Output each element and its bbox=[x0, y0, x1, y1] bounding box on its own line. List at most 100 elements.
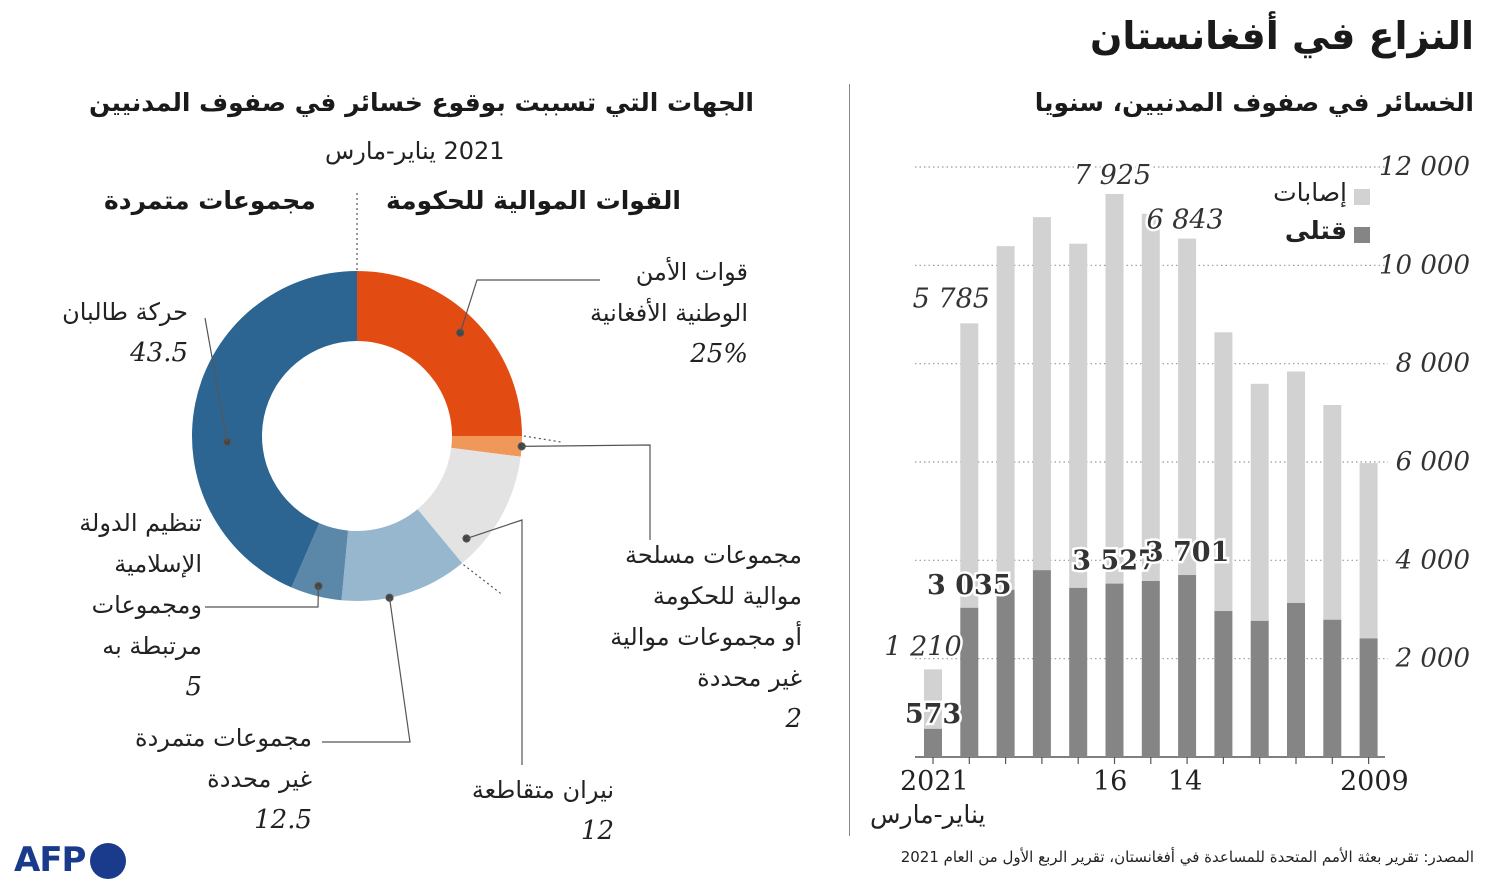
leader-undetermined-insurgents bbox=[322, 597, 411, 743]
group-separator bbox=[463, 564, 503, 596]
slice-label-line: ومجموعات bbox=[91, 591, 202, 619]
slice-label-line: غير محددة bbox=[207, 765, 312, 793]
panel-divider bbox=[849, 84, 850, 836]
afp-logo-text: AFP bbox=[14, 840, 86, 880]
x-label-jan-mar: يناير-مارس bbox=[870, 800, 986, 829]
donut-slice-islamic-state bbox=[291, 523, 349, 601]
slice-label-undetermined-insurgents: مجموعات متمردة غير محددة 12.5 bbox=[92, 718, 312, 841]
data-label-injured: 5 785 bbox=[913, 283, 990, 314]
bar-injured bbox=[1214, 332, 1233, 612]
legend: إصابات قتلى bbox=[1255, 178, 1375, 250]
x-label-2021: 2021 bbox=[900, 766, 969, 797]
afp-logo-circle-icon bbox=[90, 843, 126, 879]
donut-chart bbox=[192, 193, 651, 765]
data-label-killed: 3 701 bbox=[1145, 537, 1230, 568]
slice-value: 43.5 bbox=[130, 338, 188, 368]
leader-islamic-state bbox=[205, 586, 320, 608]
slice-value: 12.5 bbox=[254, 805, 312, 835]
slice-label-line: مرتبطة به bbox=[102, 632, 202, 660]
slice-value: 25% bbox=[690, 339, 748, 369]
slice-label-line: مجموعات مسلحة bbox=[624, 541, 802, 569]
bar-killed bbox=[1105, 583, 1124, 757]
data-label-killed: 3 527 bbox=[1072, 546, 1157, 577]
slice-label-islamic-state: تنظيم الدولة الإسلامية ومجموعات مرتبطة ب… bbox=[22, 503, 202, 708]
slice-value: 2 bbox=[785, 704, 802, 734]
donut-period: 2021 يناير-مارس bbox=[325, 137, 505, 165]
leader-crossfire bbox=[466, 519, 523, 765]
bar-killed bbox=[1323, 619, 1342, 757]
bar-injured bbox=[1323, 404, 1342, 620]
donut-slice-pro-gov-groups bbox=[451, 436, 522, 457]
donut-subtitle: الجهات التي تسببت بوقوع خسائر في صفوف ال… bbox=[88, 88, 754, 117]
data-label-injured: 1 210 bbox=[884, 631, 961, 662]
y-tick-label: 4 000 bbox=[1395, 545, 1470, 575]
bar-chart-subtitle: الخسائر في صفوف المدنيين، سنويا bbox=[1034, 88, 1474, 117]
donut-slice-undetermined-insurgents bbox=[341, 509, 463, 601]
y-tick-label: 6 000 bbox=[1396, 447, 1470, 477]
page-title: النزاع في أفغانستان bbox=[1090, 14, 1474, 58]
x-label-16: 16 bbox=[1093, 766, 1128, 797]
bar-killed bbox=[924, 728, 942, 757]
slice-label-line: مجموعات متمردة bbox=[135, 724, 312, 752]
group-insurgent: مجموعات متمردة bbox=[104, 186, 316, 215]
bar-killed bbox=[1069, 587, 1088, 757]
data-label-killed: 573 bbox=[905, 699, 961, 730]
y-tick-label: 2 000 bbox=[1395, 644, 1470, 674]
slice-label-line: الوطنية الأفغانية bbox=[590, 299, 748, 327]
slice-label-line: نيران متقاطعة bbox=[471, 776, 614, 804]
afp-logo: AFP bbox=[14, 840, 134, 880]
y-tick-label: 12 000 bbox=[1379, 152, 1470, 182]
bar-killed bbox=[1141, 580, 1160, 757]
group-separator bbox=[523, 435, 563, 443]
bar-injured bbox=[960, 323, 979, 608]
bar-killed bbox=[996, 589, 1015, 757]
slice-label-taliban: حركة طالبان 43.5 bbox=[18, 292, 188, 374]
data-label-injured: 7 925 bbox=[1074, 160, 1151, 191]
slice-label-crossfire: نيران متقاطعة 12 bbox=[414, 770, 614, 852]
bar-killed bbox=[1359, 638, 1378, 757]
bar-injured bbox=[1105, 193, 1124, 584]
x-label-2009: 2009 bbox=[1340, 766, 1409, 797]
bar-injured bbox=[1287, 371, 1305, 603]
legend-killed-swatch bbox=[1354, 227, 1370, 243]
data-label-killed: 3 035 bbox=[927, 570, 1012, 601]
bar-injured bbox=[924, 669, 942, 729]
slice-label-afghan-forces: قوات الأمن الوطنية الأفغانية 25% bbox=[508, 252, 748, 375]
bar-injured bbox=[1359, 463, 1378, 639]
group-pro-government: القوات الموالية للحكومة bbox=[386, 186, 681, 215]
y-tick-label: 8 000 bbox=[1396, 349, 1470, 379]
slice-label-line: غير محددة bbox=[697, 664, 802, 692]
x-label-14: 14 bbox=[1168, 766, 1203, 797]
bar-killed bbox=[1214, 611, 1233, 757]
bar-injured bbox=[1141, 213, 1160, 581]
bar-killed bbox=[960, 607, 979, 757]
slice-label-line: الإسلامية bbox=[114, 550, 202, 578]
slice-label-line: أو مجموعات موالية bbox=[610, 623, 802, 651]
slice-label-line: قوات الأمن bbox=[635, 258, 748, 286]
bar-injured bbox=[996, 246, 1015, 590]
leader-afghan-forces bbox=[459, 279, 600, 333]
y-tick-label: 10 000 bbox=[1379, 250, 1470, 280]
bar-killed bbox=[1250, 620, 1269, 757]
legend-injured-label: إصابات bbox=[1273, 178, 1347, 207]
source-note: المصدر: تقرير بعثة الأمم المتحدة للمساعد… bbox=[900, 848, 1474, 866]
data-label-injured: 6 843 bbox=[1146, 205, 1223, 236]
slice-value: 5 bbox=[185, 672, 202, 702]
legend-injured-swatch bbox=[1354, 189, 1370, 205]
bar-injured bbox=[1250, 383, 1269, 621]
legend-killed-label: قتلى bbox=[1284, 216, 1347, 245]
bar-killed bbox=[1287, 602, 1305, 757]
bar-chart: 2 000 4 000 6 000 8 000 10 000 12 000 573 3 035… bbox=[882, 152, 1470, 764]
leader-pro-gov-groups bbox=[521, 444, 651, 540]
slice-label-line: حركة طالبان bbox=[62, 298, 188, 326]
bar-killed bbox=[1178, 575, 1197, 757]
bar-injured bbox=[1069, 243, 1088, 588]
leader-taliban bbox=[204, 317, 228, 443]
bar-injured bbox=[1178, 238, 1197, 576]
slice-label-pro-gov-groups: مجموعات مسلحة موالية للحكومة أو مجموعات … bbox=[542, 535, 802, 740]
donut-slice-taliban bbox=[192, 271, 357, 588]
bar-injured bbox=[1032, 217, 1051, 571]
slice-label-line: موالية للحكومة bbox=[652, 582, 802, 610]
donut-slice-crossfire bbox=[417, 447, 521, 564]
donut-slice-afghan-forces bbox=[357, 271, 522, 436]
